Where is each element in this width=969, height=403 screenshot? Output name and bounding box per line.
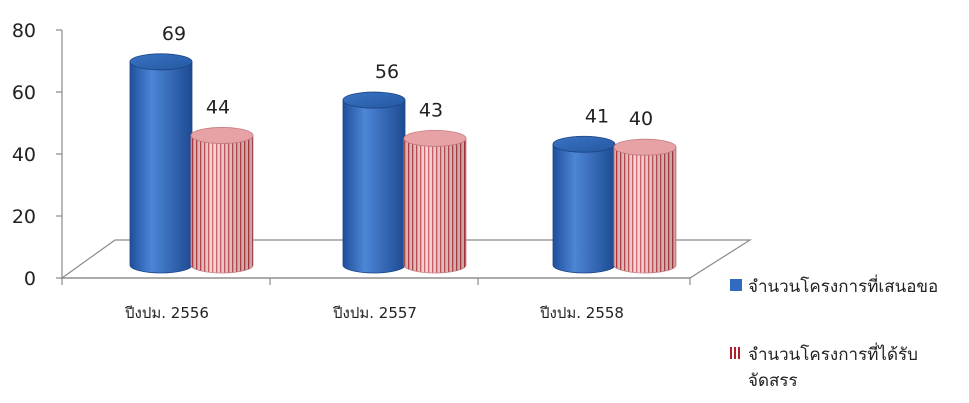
y-tick-label: 80 [12,20,36,42]
y-tick-label: 60 [12,82,36,104]
data-label-requested: 41 [585,105,609,127]
bar-allocated [613,138,677,274]
data-label-allocated: 40 [629,108,653,130]
y-tick-label: 20 [12,206,36,228]
bar-requested [552,135,616,274]
legend-item-allocated: จำนวนโครงการที่ได้รับจัดสรร [730,342,958,394]
data-label-allocated: 44 [206,96,230,118]
legend-label-allocated: จำนวนโครงการที่ได้รับจัดสรร [748,345,918,391]
bar-requested [129,53,193,274]
y-tick-label: 0 [24,268,36,290]
y-tick-label: 40 [12,144,36,166]
legend-item-requested: จำนวนโครงการที่เสนอขอ [730,274,958,300]
data-label-requested: 56 [375,61,399,83]
bar-allocated [190,127,254,274]
data-label-requested: 69 [162,23,186,45]
legend-label-requested: จำนวนโครงการที่เสนอขอ [748,277,939,297]
x-tick-label: ปีงปม. 2558 [539,304,624,322]
bar-allocated [403,129,467,274]
bar-requested [342,91,406,274]
data-label-allocated: 43 [419,99,443,121]
x-tick-label: ปีงปม. 2557 [332,304,417,322]
x-tick-label: ปีงปม. 2556 [124,304,209,322]
legend-swatch-requested [730,279,742,291]
legend-swatch-allocated [730,347,742,359]
